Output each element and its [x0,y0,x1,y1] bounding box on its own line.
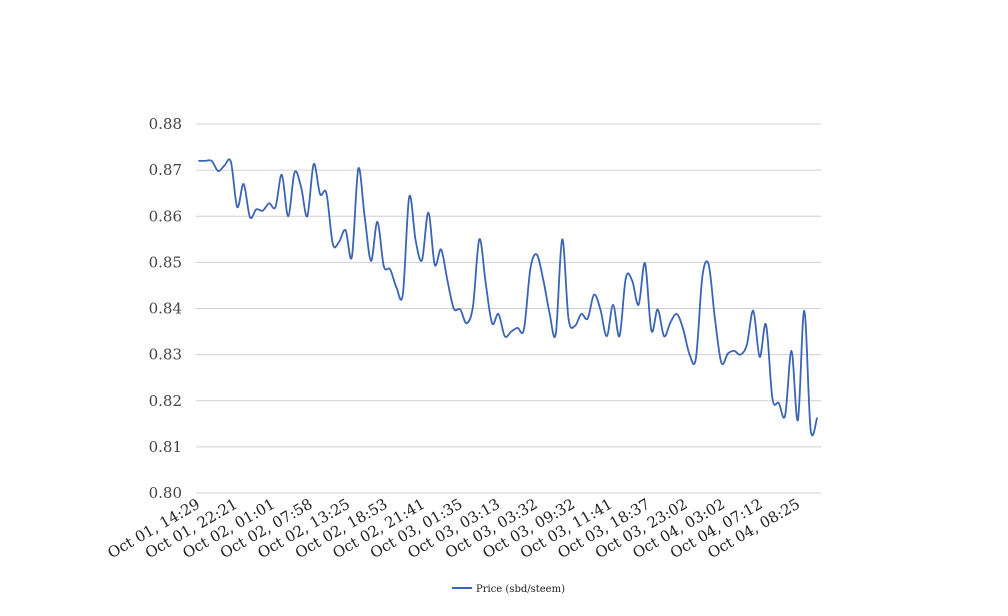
y-tick-label: 0.86 [149,207,182,225]
y-tick-label: 0.84 [149,300,182,318]
y-tick-label: 0.82 [149,392,182,410]
series-line-price [198,158,818,437]
y-axis-ticks: 0.80 0.81 0.82 0.83 0.84 0.85 0.86 0.87 0.88 [149,115,182,502]
y-tick-label: 0.88 [149,115,182,133]
legend-label: Price (sbd/steem) [476,584,565,595]
y-tick-label: 0.81 [149,438,182,456]
y-tick-label: 0.80 [149,484,182,502]
gridlines [196,123,821,494]
y-tick-label: 0.85 [149,253,182,271]
y-tick-label: 0.83 [149,346,182,364]
y-tick-label: 0.87 [149,161,182,179]
legend[interactable]: Price (sbd/steem) [452,584,565,595]
